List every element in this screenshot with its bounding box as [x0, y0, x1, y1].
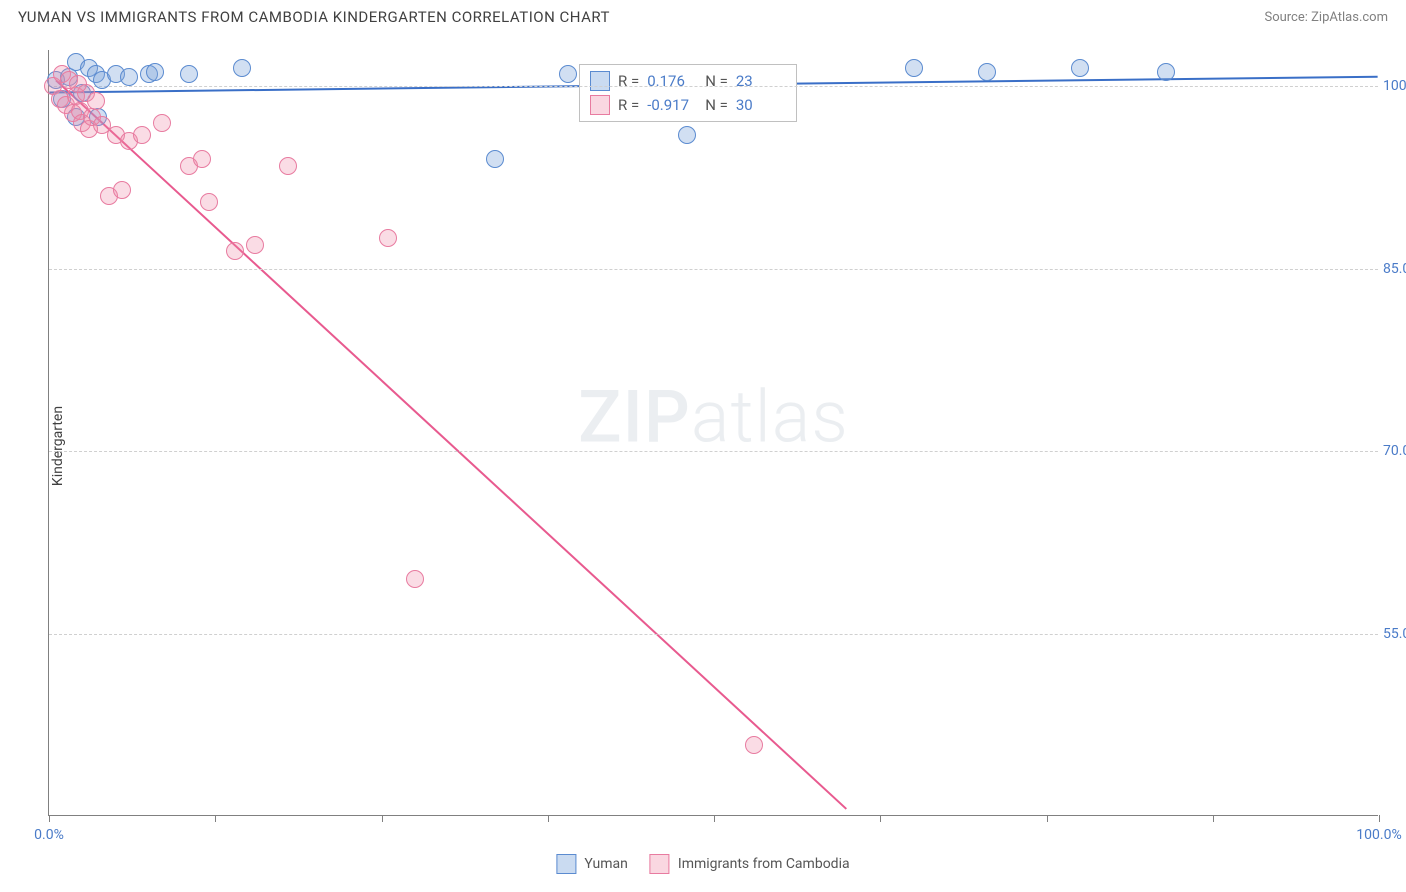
data-point	[113, 181, 131, 199]
stat-r-value: -0.917	[647, 96, 697, 114]
y-tick-label: 70.0%	[1383, 443, 1406, 459]
y-tick-label: 55.0%	[1383, 626, 1406, 642]
data-point	[978, 63, 996, 81]
data-point	[486, 150, 504, 168]
data-point	[146, 63, 164, 81]
data-point	[87, 92, 105, 110]
trend-line	[56, 80, 846, 809]
x-tick	[1213, 815, 1214, 822]
data-point	[279, 157, 297, 175]
data-point	[200, 193, 218, 211]
y-tick-label: 100.0%	[1383, 78, 1406, 94]
data-point	[153, 114, 171, 132]
data-point	[1071, 59, 1089, 77]
data-point	[559, 65, 577, 83]
chart-legend: Yuman Immigrants from Cambodia	[556, 854, 849, 874]
data-point	[745, 736, 763, 754]
data-point	[379, 229, 397, 247]
x-tick	[714, 815, 715, 822]
stat-r-label: R =	[618, 96, 639, 114]
x-tick	[1047, 815, 1048, 822]
data-point	[180, 65, 198, 83]
x-tick	[880, 815, 881, 822]
data-point	[233, 59, 251, 77]
chart-header: YUMAN VS IMMIGRANTS FROM CAMBODIA KINDER…	[0, 0, 1406, 30]
gridline	[49, 269, 1378, 270]
gridline	[49, 86, 1378, 87]
data-point	[246, 236, 264, 254]
data-point	[193, 150, 211, 168]
chart-source: Source: ZipAtlas.com	[1264, 10, 1388, 25]
chart-plot-area: ZIPatlas R =0.176N =23R =-0.917N =30 100…	[48, 50, 1378, 816]
stats-row: R = -0.917 N = 30	[590, 93, 786, 117]
chart-title: YUMAN VS IMMIGRANTS FROM CAMBODIA KINDER…	[18, 8, 610, 26]
x-tick	[548, 815, 549, 822]
gridline	[49, 634, 1378, 635]
legend-swatch	[650, 854, 670, 874]
series-swatch	[590, 95, 610, 115]
legend-label: Yuman	[584, 856, 627, 872]
legend-item: Immigrants from Cambodia	[650, 854, 850, 874]
gridline	[49, 451, 1378, 452]
trend-lines	[49, 50, 1378, 815]
data-point	[406, 570, 424, 588]
x-tick-label: 0.0%	[34, 827, 64, 843]
y-tick-label: 85.0%	[1383, 261, 1406, 277]
x-tick	[382, 815, 383, 822]
data-point	[905, 59, 923, 77]
stats-row: R =0.176N =23	[590, 69, 786, 93]
data-point	[678, 126, 696, 144]
legend-item: Yuman	[556, 854, 627, 874]
correlation-stats-box: R =0.176N =23 R = -0.917 N = 30	[579, 64, 797, 122]
stat-n-value: 30	[736, 96, 786, 114]
x-tick	[1379, 815, 1380, 822]
series-swatch	[590, 71, 610, 91]
x-tick	[49, 815, 50, 822]
stat-n-label: N =	[705, 96, 728, 114]
data-point	[226, 242, 244, 260]
legend-label: Immigrants from Cambodia	[678, 856, 850, 872]
data-point	[1157, 63, 1175, 81]
data-point	[133, 126, 151, 144]
legend-swatch	[556, 854, 576, 874]
data-point	[69, 75, 87, 93]
x-tick	[215, 815, 216, 822]
data-point	[120, 68, 138, 86]
x-tick-label: 100.0%	[1356, 827, 1401, 843]
